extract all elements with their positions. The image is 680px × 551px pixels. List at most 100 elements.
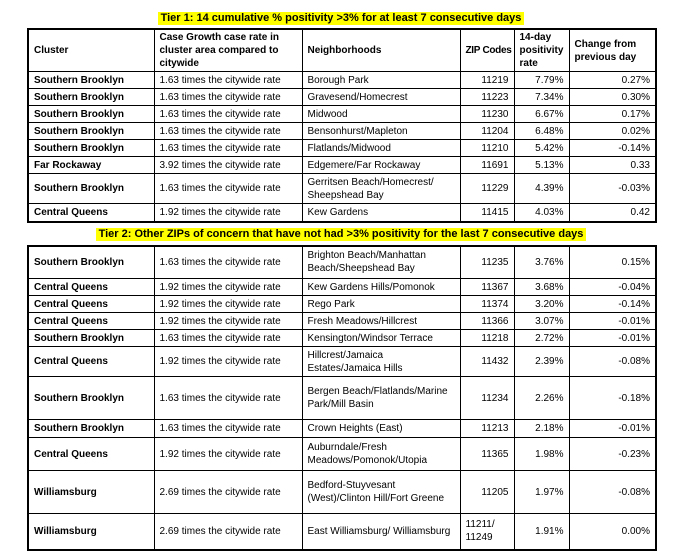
cell-positivity: 1.91% [513, 513, 570, 550]
cell-change: 0.17% [568, 105, 657, 123]
cell-neighborhoods: Edgemere/Far Rockaway [301, 156, 461, 174]
cell-neighborhoods: Auburndale/Fresh Meadows/Pomonok/Utopia [301, 437, 461, 471]
table-row: Central Queens 1.92 times the citywide ra… [27, 346, 657, 377]
cell-neighborhoods: Bensonhurst/Mapleton [301, 122, 461, 140]
cell-case-growth: 1.92 times the citywide rate [153, 312, 303, 330]
cell-zip: 11374 [459, 295, 515, 313]
cell-neighborhoods: Fresh Meadows/Hillcrest [301, 312, 461, 330]
cell-cluster: Southern Brooklyn [27, 173, 155, 204]
cell-cluster: Southern Brooklyn [27, 71, 155, 89]
table-row: Central Queens 1.92 times the citywide ra… [27, 203, 657, 222]
cell-neighborhoods: East Williamsburg/ Williamsburg [301, 513, 461, 550]
cell-positivity: 3.07% [513, 312, 570, 330]
cell-zip: 11229 [459, 173, 515, 204]
cell-change: -0.01% [568, 329, 657, 347]
tier1-caption-text: Tier 1: 14 cumulative % positivity >3% f… [157, 12, 525, 25]
cell-zip: 11210 [459, 139, 515, 157]
table-row: Williamsburg 2.69 times the citywide rate… [27, 513, 657, 550]
cell-neighborhoods: Gerritsen Beach/Homecrest/ Sheepshead Ba… [301, 173, 461, 204]
cell-zip: 11213 [459, 419, 515, 438]
table-row: Southern Brooklyn 1.63 times the citywide… [27, 173, 657, 204]
cell-cluster: Southern Brooklyn [27, 105, 155, 123]
cell-positivity: 2.72% [513, 329, 570, 347]
table-row: Williamsburg 2.69 times the citywide rate… [27, 470, 657, 514]
cell-case-growth: 1.92 times the citywide rate [153, 346, 303, 377]
cell-neighborhoods: Borough Park [301, 71, 461, 89]
tier1-caption: Tier 1: 14 cumulative % positivity >3% f… [27, 12, 655, 25]
cell-cluster: Williamsburg [27, 470, 155, 514]
col-header-change: Change from previous day [568, 28, 657, 72]
cell-cluster: Southern Brooklyn [27, 88, 155, 106]
cell-zip: 11211/ 11249 [459, 513, 515, 550]
cell-positivity: 2.26% [513, 376, 570, 420]
cell-case-growth: 3.92 times the citywide rate [153, 156, 303, 174]
cell-positivity: 4.39% [513, 173, 570, 204]
cell-cluster: Central Queens [27, 346, 155, 377]
table-row: Southern Brooklyn 1.63 times the citywide… [27, 105, 657, 123]
cell-neighborhoods: Rego Park [301, 295, 461, 313]
cell-change: -0.04% [568, 278, 657, 296]
cell-case-growth: 1.92 times the citywide rate [153, 295, 303, 313]
cell-zip: 11218 [459, 329, 515, 347]
cell-positivity: 5.13% [513, 156, 570, 174]
table-row: Southern Brooklyn 1.63 times the citywide… [27, 71, 657, 89]
cell-zip: 11219 [459, 71, 515, 89]
cell-change: 0.42 [568, 203, 657, 222]
cell-change: -0.01% [568, 419, 657, 438]
table-row: Southern Brooklyn 1.63 times the citywide… [27, 329, 657, 347]
col-header-cluster: Cluster [27, 28, 155, 72]
cell-positivity: 5.42% [513, 139, 570, 157]
cell-zip: 11204 [459, 122, 515, 140]
cell-change: -0.14% [568, 295, 657, 313]
header-row: Cluster Case Growth case rate in cluster … [27, 28, 657, 72]
cell-change: 0.15% [568, 245, 657, 279]
table-row: Southern Brooklyn 1.63 times the citywide… [27, 122, 657, 140]
cell-case-growth: 1.92 times the citywide rate [153, 203, 303, 222]
cell-case-growth: 1.92 times the citywide rate [153, 278, 303, 296]
cell-cluster: Southern Brooklyn [27, 329, 155, 347]
cell-change: -0.03% [568, 173, 657, 204]
cell-change: -0.08% [568, 346, 657, 377]
cell-positivity: 3.20% [513, 295, 570, 313]
cell-case-growth: 2.69 times the citywide rate [153, 470, 303, 514]
cell-zip: 11205 [459, 470, 515, 514]
cell-cluster: Southern Brooklyn [27, 139, 155, 157]
cell-zip: 11691 [459, 156, 515, 174]
cell-change: 0.30% [568, 88, 657, 106]
tier2-table: Southern Brooklyn 1.63 times the citywide… [27, 244, 657, 551]
cell-change: 0.33 [568, 156, 657, 174]
cell-case-growth: 1.92 times the citywide rate [153, 437, 303, 471]
cell-cluster: Central Queens [27, 278, 155, 296]
table-row: Southern Brooklyn 1.63 times the citywide… [27, 139, 657, 157]
cell-zip: 11230 [459, 105, 515, 123]
cell-change: 0.00% [568, 513, 657, 550]
cell-positivity: 6.48% [513, 122, 570, 140]
tier1-table: Cluster Case Growth case rate in cluster … [27, 28, 657, 223]
cell-cluster: Southern Brooklyn [27, 122, 155, 140]
cell-change: -0.01% [568, 312, 657, 330]
table-row: Central Queens 1.92 times the citywide ra… [27, 295, 657, 313]
cell-cluster: Williamsburg [27, 513, 155, 550]
cell-positivity: 6.67% [513, 105, 570, 123]
cell-case-growth: 1.63 times the citywide rate [153, 245, 303, 279]
cell-cluster: Far Rockaway [27, 156, 155, 174]
cell-zip: 11234 [459, 376, 515, 420]
cell-neighborhoods: Midwood [301, 105, 461, 123]
table-row: Southern Brooklyn 1.63 times the citywide… [27, 245, 657, 279]
cell-neighborhoods: Brighton Beach/Manhattan Beach/Sheepshea… [301, 245, 461, 279]
cell-case-growth: 1.63 times the citywide rate [153, 71, 303, 89]
col-header-positivity-rate: 14-day positivity rate [513, 28, 570, 72]
cell-neighborhoods: Bergen Beach/Flatlands/Marine Park/Mill … [301, 376, 461, 420]
cell-case-growth: 1.63 times the citywide rate [153, 419, 303, 438]
table-row: Southern Brooklyn 1.63 times the citywide… [27, 376, 657, 420]
cell-zip: 11432 [459, 346, 515, 377]
cell-positivity: 3.68% [513, 278, 570, 296]
cell-case-growth: 1.63 times the citywide rate [153, 173, 303, 204]
cell-change: 0.02% [568, 122, 657, 140]
cell-positivity: 1.97% [513, 470, 570, 514]
cell-cluster: Southern Brooklyn [27, 245, 155, 279]
cell-zip: 11415 [459, 203, 515, 222]
cell-cluster: Central Queens [27, 203, 155, 222]
table-row: Southern Brooklyn 1.63 times the citywide… [27, 88, 657, 106]
